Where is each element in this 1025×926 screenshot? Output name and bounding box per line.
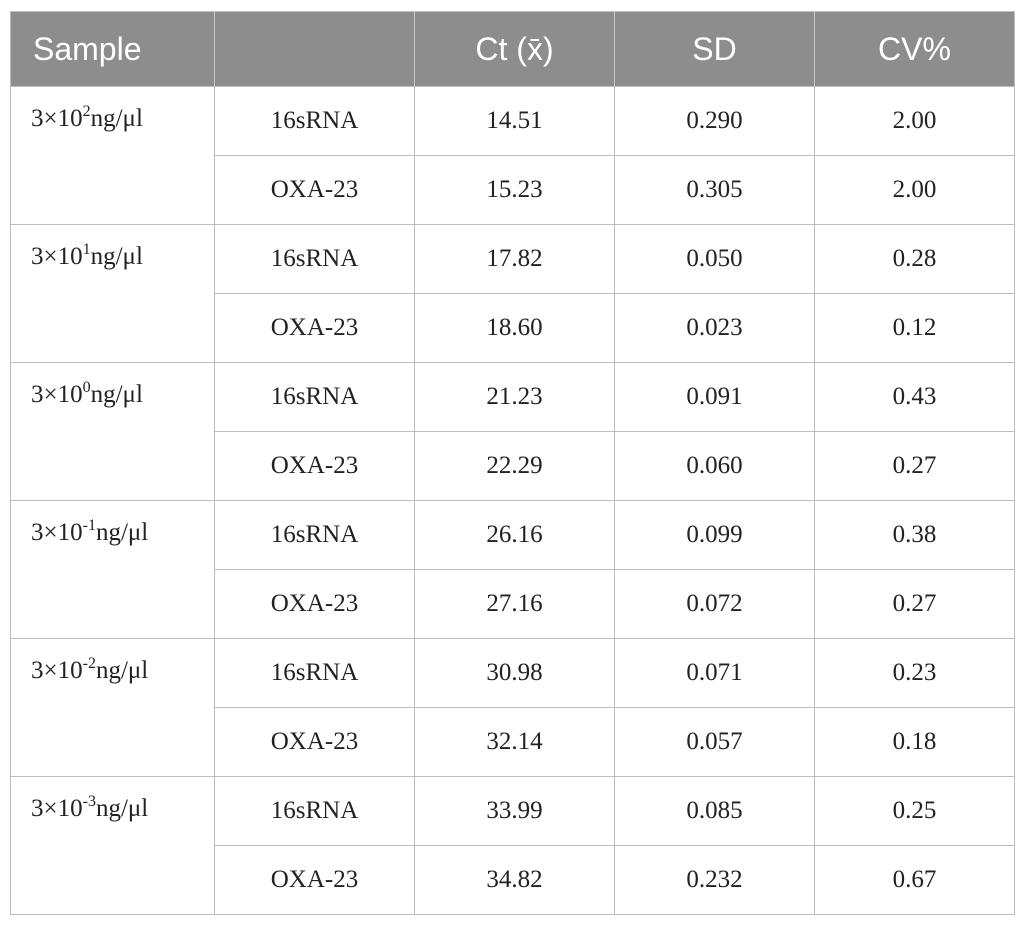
target-cell: OXA-23 <box>214 155 415 225</box>
ct-mean-cell: 15.23 <box>414 155 615 225</box>
sd-cell: 0.071 <box>614 638 815 708</box>
cv-cell: 0.28 <box>814 224 1015 294</box>
target-cell: OXA-23 <box>214 845 415 915</box>
sd-cell: 0.099 <box>614 500 815 570</box>
concentration-exponent: -1 <box>82 517 96 534</box>
ct-mean-cell: 27.16 <box>414 569 615 639</box>
table-row: OXA-23 27.16 0.072 0.27 <box>11 569 1015 639</box>
target-cell: 16sRNA <box>214 86 415 156</box>
ct-mean-cell: 22.29 <box>414 431 615 501</box>
sample-concentration-cell: 3×102ng/μl <box>10 86 215 225</box>
target-cell: OXA-23 <box>214 293 415 363</box>
table-row: 3×102ng/μl 16sRNA 14.51 0.290 2.00 <box>10 86 1015 225</box>
table-row: 3×101ng/μl 16sRNA 17.82 0.050 0.28 <box>10 224 1015 363</box>
ct-mean-cell: 21.23 <box>414 362 615 432</box>
sd-cell: 0.091 <box>614 362 815 432</box>
sd-cell: 0.085 <box>614 776 815 846</box>
table-row: 3×10-3ng/μl 16sRNA 33.99 0.085 0.25 <box>10 776 1015 915</box>
sd-cell: 0.050 <box>614 224 815 294</box>
concentration-exponent: 0 <box>82 379 91 396</box>
table-row: 3×10-1ng/μl 16sRNA 26.16 0.099 0.38 <box>10 500 1015 639</box>
table-row: OXA-23 32.14 0.057 0.18 <box>11 707 1015 777</box>
concentration-unit: ng/μl <box>95 795 149 822</box>
sd-cell: 0.232 <box>614 845 815 915</box>
data-table-container: Sample Ct (x̄) SD CV% 3×102ng/μl 16sRNA 14… <box>10 11 1015 915</box>
ct-mean-cell: 17.82 <box>414 224 615 294</box>
table-row: OXA-23 22.29 0.060 0.27 <box>11 431 1015 501</box>
ct-mean-cell: 32.14 <box>414 707 615 777</box>
sample-concentration-cell: 3×10-1ng/μl <box>10 500 215 639</box>
target-cell: 16sRNA <box>214 638 415 708</box>
table-row: 3×10-2ng/μl 16sRNA 30.98 0.071 0.23 <box>10 638 1015 777</box>
target-cell: OXA-23 <box>214 569 415 639</box>
sample-concentration-cell: 3×10-2ng/μl <box>10 638 215 777</box>
cv-cell: 0.25 <box>814 776 1015 846</box>
sd-cell: 0.290 <box>614 86 815 156</box>
target-cell: 16sRNA <box>214 776 415 846</box>
sd-cell: 0.305 <box>614 155 815 225</box>
concentration-unit: ng/μl <box>95 657 149 684</box>
header-ct-mean: Ct (x̄) <box>414 11 615 87</box>
concentration-base: 3×10 <box>31 381 83 408</box>
header-sd: SD <box>614 11 815 87</box>
concentration-exponent: -2 <box>82 655 96 672</box>
target-cell: 16sRNA <box>214 500 415 570</box>
sd-cell: 0.060 <box>614 431 815 501</box>
sample-concentration-cell: 3×10-3ng/μl <box>10 776 215 915</box>
table-row: OXA-23 34.82 0.232 0.67 <box>11 845 1015 915</box>
cv-cell: 0.38 <box>814 500 1015 570</box>
header-cv: CV% <box>814 11 1015 87</box>
cv-cell: 0.27 <box>814 431 1015 501</box>
sample-concentration-cell: 3×101ng/μl <box>10 224 215 363</box>
ct-mean-cell: 18.60 <box>414 293 615 363</box>
cv-cell: 0.27 <box>814 569 1015 639</box>
ct-values-table: Sample Ct (x̄) SD CV% 3×102ng/μl 16sRNA 14… <box>10 11 1015 915</box>
concentration-base: 3×10 <box>31 243 83 270</box>
target-cell: OXA-23 <box>214 707 415 777</box>
ct-mean-cell: 34.82 <box>414 845 615 915</box>
target-cell: 16sRNA <box>214 224 415 294</box>
target-cell: OXA-23 <box>214 431 415 501</box>
sd-cell: 0.023 <box>614 293 815 363</box>
concentration-base: 3×10 <box>31 519 83 546</box>
table-body: 3×102ng/μl 16sRNA 14.51 0.290 2.00 OXA-23 15.2… <box>10 86 1015 915</box>
concentration-exponent: -3 <box>82 793 96 810</box>
concentration-unit: ng/μl <box>90 105 143 132</box>
target-cell: 16sRNA <box>214 362 415 432</box>
ct-mean-cell: 33.99 <box>414 776 615 846</box>
ct-mean-cell: 30.98 <box>414 638 615 708</box>
concentration-unit: ng/μl <box>90 381 143 408</box>
concentration-base: 3×10 <box>31 657 83 684</box>
cv-cell: 0.23 <box>814 638 1015 708</box>
table-header-row: Sample Ct (x̄) SD CV% <box>10 11 1015 87</box>
cv-cell: 0.43 <box>814 362 1015 432</box>
header-sample: Sample <box>10 11 215 87</box>
table-row: 3×100ng/μl 16sRNA 21.23 0.091 0.43 <box>10 362 1015 501</box>
concentration-unit: ng/μl <box>90 243 143 270</box>
sd-cell: 0.057 <box>614 707 815 777</box>
table-row: OXA-23 18.60 0.023 0.12 <box>11 293 1015 363</box>
concentration-exponent: 2 <box>82 103 91 120</box>
cv-cell: 0.67 <box>814 845 1015 915</box>
concentration-exponent: 1 <box>82 241 91 258</box>
concentration-base: 3×10 <box>31 105 83 132</box>
cv-cell: 0.18 <box>814 707 1015 777</box>
sd-cell: 0.072 <box>614 569 815 639</box>
ct-mean-cell: 26.16 <box>414 500 615 570</box>
sample-concentration-cell: 3×100ng/μl <box>10 362 215 501</box>
header-target <box>214 11 415 87</box>
cv-cell: 2.00 <box>814 86 1015 156</box>
ct-mean-cell: 14.51 <box>414 86 615 156</box>
concentration-unit: ng/μl <box>95 519 149 546</box>
cv-cell: 0.12 <box>814 293 1015 363</box>
cv-cell: 2.00 <box>814 155 1015 225</box>
concentration-base: 3×10 <box>31 795 83 822</box>
